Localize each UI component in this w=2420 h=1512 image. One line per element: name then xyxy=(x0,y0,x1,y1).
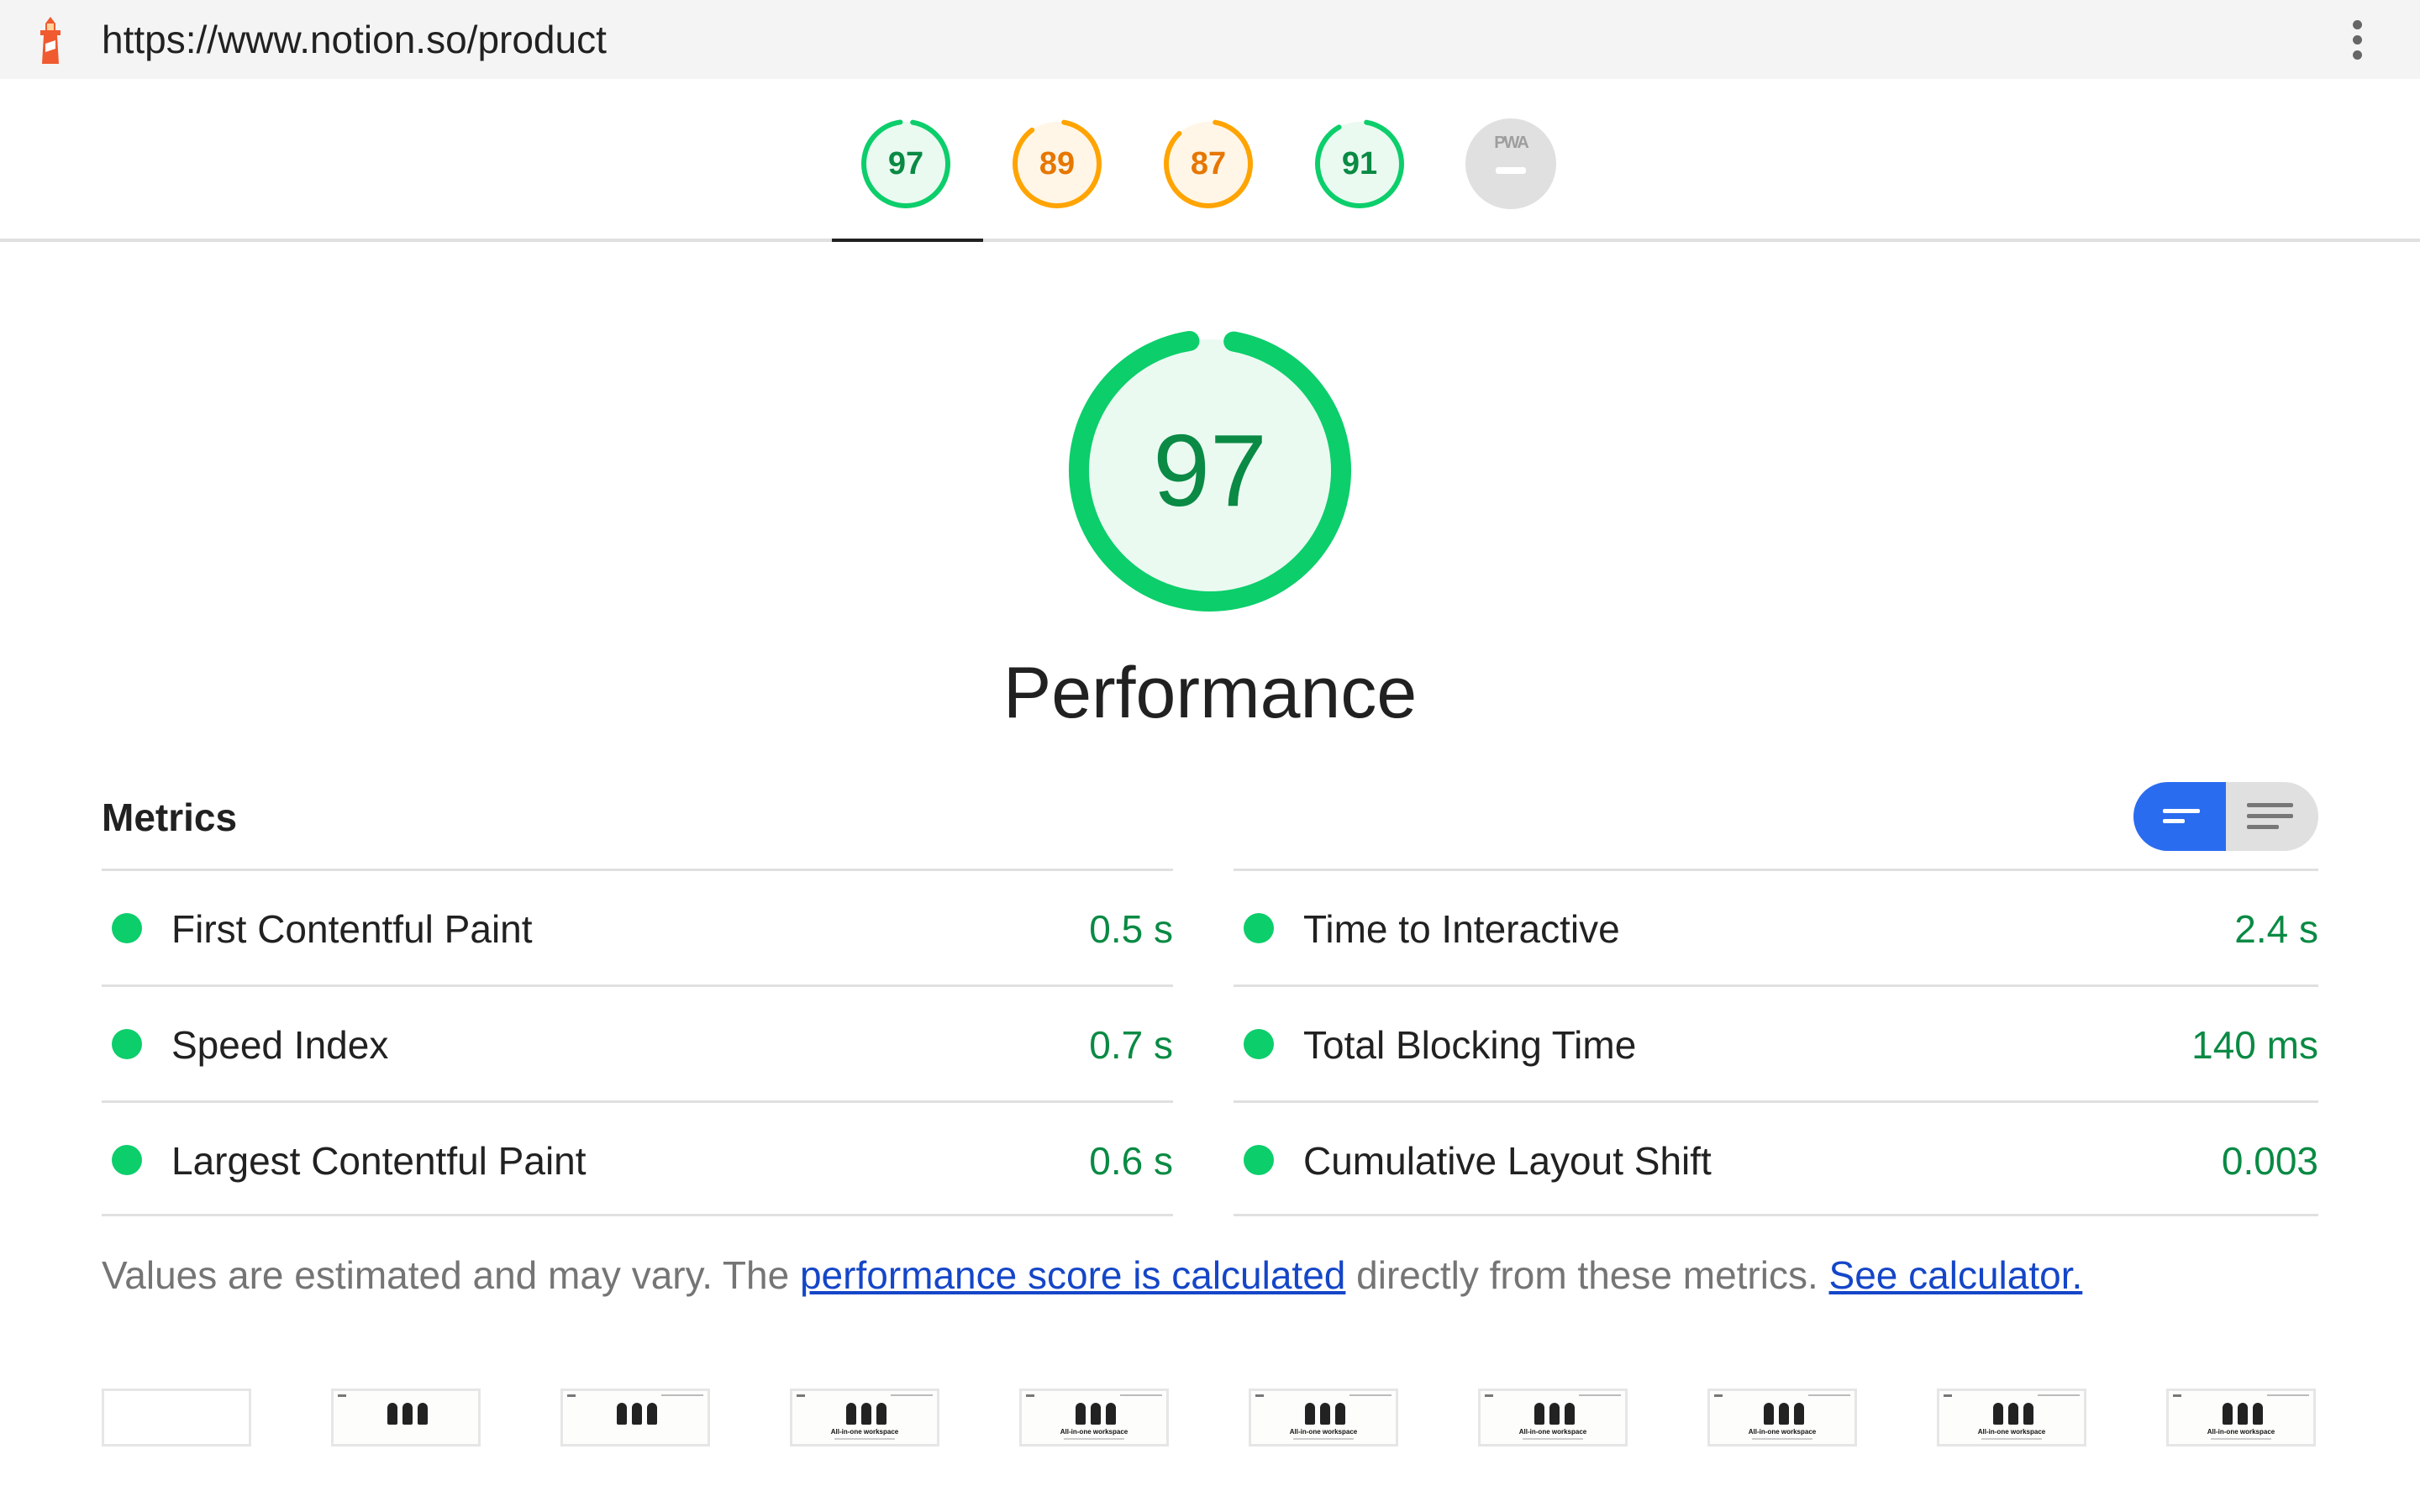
illustration-icon xyxy=(1074,1403,1119,1425)
performance-score: 97 xyxy=(1153,413,1267,528)
url-bar: https://www.notion.so/product xyxy=(0,0,2420,79)
metrics-left-column: First Contentful Paint 0.5 s Speed Index 0… xyxy=(102,869,1173,1216)
gauge-arc xyxy=(1315,119,1404,208)
metric-label: Speed Index xyxy=(171,1023,389,1067)
frame-heading: All-in-one workspace xyxy=(830,1428,899,1436)
kebab-menu-icon[interactable] xyxy=(2344,17,2370,64)
gauge-arc xyxy=(1013,119,1102,208)
gauge-91[interactable]: 91 xyxy=(1313,117,1407,211)
metric-value: 0.7 s xyxy=(1089,1023,1173,1067)
calculator-link[interactable]: See calculator. xyxy=(1828,1253,2083,1297)
metrics-heading: Metrics xyxy=(102,795,238,839)
metric-label: Time to Interactive xyxy=(1303,907,1620,951)
gauge-score: 87 xyxy=(1190,146,1227,181)
metric-label: Largest Contentful Paint xyxy=(171,1139,587,1183)
illustration-icon xyxy=(386,1403,431,1425)
gauge-background xyxy=(1166,122,1250,206)
metric-row: Cumulative Layout Shift 0.003 xyxy=(1234,1100,2318,1216)
footnote-text: Values are estimated and may vary. The xyxy=(102,1253,800,1297)
illustration-icon xyxy=(615,1403,660,1425)
frame-heading: All-in-one workspace xyxy=(1518,1428,1587,1436)
gauge-background xyxy=(864,122,948,206)
gauge-score: 91 xyxy=(1341,146,1378,181)
category-gauges: 97 89 87 91 PWA xyxy=(0,79,2420,242)
pass-indicator-icon xyxy=(1244,1029,1274,1059)
compact-view-button[interactable] xyxy=(2133,782,2226,851)
illustration-icon xyxy=(1762,1403,1807,1425)
footnote-text: directly from these metrics. xyxy=(1345,1253,1829,1297)
filmstrip-frame: All-in-one workspace xyxy=(1478,1389,1628,1446)
gauge-score: 97 xyxy=(887,146,924,181)
metric-row: Total Blocking Time 140 ms xyxy=(1234,984,2318,1100)
lighthouse-icon xyxy=(40,17,60,64)
selected-tab-indicator xyxy=(832,239,983,242)
filmstrip-frame xyxy=(331,1389,481,1446)
metric-value: 140 ms xyxy=(2191,1023,2318,1067)
metric-value: 0.6 s xyxy=(1089,1139,1173,1183)
metric-row: Largest Contentful Paint 0.6 s xyxy=(102,1100,1173,1216)
pwa-badge-icon: PWA xyxy=(1494,134,1529,152)
metrics-view-toggle[interactable] xyxy=(2133,782,2318,851)
expanded-view-button[interactable] xyxy=(2226,782,2318,851)
frame-heading: All-in-one workspace xyxy=(1977,1428,2046,1436)
metric-label: First Contentful Paint xyxy=(171,907,533,951)
metric-value: 0.003 xyxy=(2221,1139,2318,1183)
filmstrip-frame: All-in-one workspace xyxy=(1019,1389,1169,1446)
performance-gauge: 97 xyxy=(1067,328,1353,613)
gauge-background xyxy=(1079,339,1341,601)
frame-heading: All-in-one workspace xyxy=(2207,1428,2275,1436)
metric-row: Time to Interactive 2.4 s xyxy=(1234,869,2318,984)
metric-value: 2.4 s xyxy=(2234,907,2318,951)
pass-indicator-icon xyxy=(1244,1145,1274,1175)
pwa-dash xyxy=(1496,167,1526,174)
filmstrip-frame: All-in-one workspace xyxy=(1249,1389,1398,1446)
category-title: Performance xyxy=(1002,653,1418,733)
gauge-arc xyxy=(861,119,950,208)
gauge-arc xyxy=(1164,119,1253,208)
metric-label: Total Blocking Time xyxy=(1303,1023,1637,1067)
filmstrip-frame: All-in-one workspace xyxy=(1937,1389,2086,1446)
illustration-icon xyxy=(1991,1403,2037,1425)
gauge-89[interactable]: 89 xyxy=(1010,117,1104,211)
gauge-score: 89 xyxy=(1039,146,1076,181)
gauge-97[interactable]: 97 xyxy=(859,117,953,211)
filmstrip-frame xyxy=(102,1389,251,1446)
score-calculation-link[interactable]: performance score is calculated xyxy=(799,1253,1346,1297)
frame-heading: All-in-one workspace xyxy=(1289,1428,1358,1436)
metric-label: Cumulative Layout Shift xyxy=(1303,1139,1712,1183)
illustration-icon xyxy=(1533,1403,1578,1425)
gauge-pwa[interactable]: PWA xyxy=(1464,117,1558,211)
filmstrip-frame: All-in-one workspace xyxy=(2166,1389,2316,1446)
pass-indicator-icon xyxy=(1244,913,1274,943)
metrics-footnote: Values are estimated and may vary. The p… xyxy=(102,1252,2082,1299)
filmstrip-frame: All-in-one workspace xyxy=(1707,1389,1857,1446)
filmstrip-frame: All-in-one workspace xyxy=(790,1389,939,1446)
pass-indicator-icon xyxy=(112,913,142,943)
filmstrip-frame xyxy=(560,1389,710,1446)
frame-heading: All-in-one workspace xyxy=(1060,1428,1128,1436)
illustration-icon xyxy=(2221,1403,2266,1425)
gauge-arc xyxy=(1069,329,1351,612)
metrics-right-column: Time to Interactive 2.4 s Total Blocking … xyxy=(1234,869,2318,1216)
metric-row: Speed Index 0.7 s xyxy=(102,984,1173,1100)
metric-value: 0.5 s xyxy=(1089,907,1173,951)
metric-row: First Contentful Paint 0.5 s xyxy=(102,869,1173,984)
illustration-icon xyxy=(1303,1403,1349,1425)
gauge-87[interactable]: 87 xyxy=(1161,117,1255,211)
illustration-icon xyxy=(844,1403,890,1425)
pass-indicator-icon xyxy=(112,1029,142,1059)
pass-indicator-icon xyxy=(112,1145,142,1175)
frame-heading: All-in-one workspace xyxy=(1748,1428,1817,1436)
gauge-background xyxy=(1015,122,1099,206)
gauge-background xyxy=(1318,122,1402,206)
page-url: https://www.notion.so/product xyxy=(102,18,607,61)
